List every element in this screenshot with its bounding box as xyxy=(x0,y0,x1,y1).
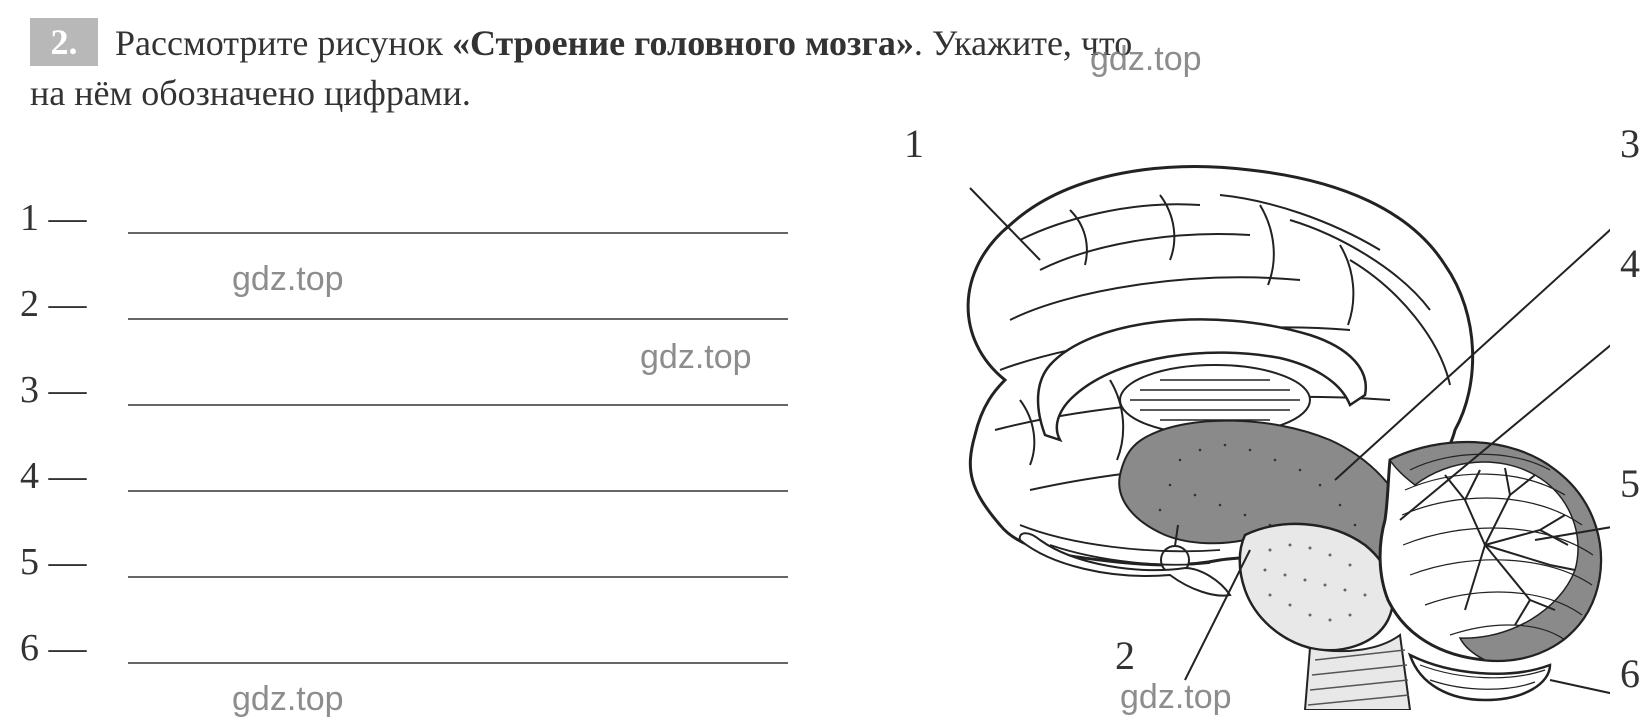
answer-blank-5[interactable] xyxy=(128,576,788,578)
answer-label-4: 4 — xyxy=(20,454,120,498)
answer-label-1: 1 — xyxy=(20,196,120,240)
watermark: gdz.top xyxy=(1120,678,1232,717)
answer-blank-6[interactable] xyxy=(128,662,788,664)
instruction-line-1: Рассмотрите рисунок «Строение головного … xyxy=(115,22,1132,64)
answer-row: 5 — xyxy=(20,544,788,584)
instruction-text-3: на нём обозначено цифрами. xyxy=(30,73,471,113)
brain-diagram: 1 2 3 4 5 6 xyxy=(860,120,1650,720)
callout-4: 4 xyxy=(1620,240,1640,287)
callout-5: 5 xyxy=(1620,460,1640,507)
callout-6: 6 xyxy=(1620,650,1640,697)
watermark: gdz.top xyxy=(1090,40,1202,79)
callout-2: 2 xyxy=(1115,632,1135,679)
answer-list: 1 — 2 — 3 — 4 — 5 — 6 — xyxy=(20,200,788,716)
answer-blank-1[interactable] xyxy=(128,232,788,234)
answer-row: 2 — xyxy=(20,286,788,326)
answer-label-6: 6 — xyxy=(20,626,120,670)
watermark: gdz.top xyxy=(640,338,752,377)
brain-svg xyxy=(910,150,1610,710)
answer-row: 1 — xyxy=(20,200,788,240)
answer-row: 6 — xyxy=(20,630,788,670)
answer-label-3: 3 — xyxy=(20,368,120,412)
watermark: gdz.top xyxy=(232,680,344,719)
watermark: gdz.top xyxy=(232,260,344,299)
answer-row: 3 — xyxy=(20,372,788,412)
instruction-line-2: на нём обозначено цифрами. xyxy=(30,72,471,114)
answer-row: 4 — xyxy=(20,458,788,498)
callout-1: 1 xyxy=(904,120,924,167)
answer-label-5: 5 — xyxy=(20,540,120,584)
answer-blank-2[interactable] xyxy=(128,318,788,320)
exercise-number: 2. xyxy=(51,21,78,63)
answer-blank-4[interactable] xyxy=(128,490,788,492)
answer-blank-3[interactable] xyxy=(128,404,788,406)
instruction-title-bold: «Строение головного мозга» xyxy=(452,23,914,63)
instruction-text-1: Рассмотрите рисунок xyxy=(115,23,452,63)
answer-label-2: 2 — xyxy=(20,282,120,326)
callout-3: 3 xyxy=(1620,120,1640,167)
exercise-number-box: 2. xyxy=(30,18,98,66)
